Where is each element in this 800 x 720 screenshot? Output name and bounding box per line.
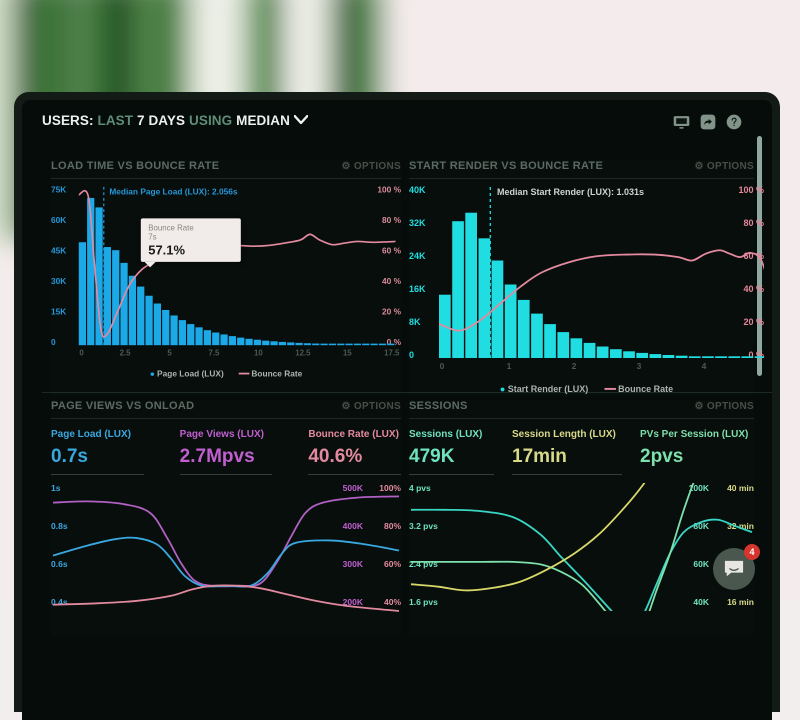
svg-text:Median Start Render (LUX): 1.0: Median Start Render (LUX): 1.031s <box>497 187 644 197</box>
svg-text:8K: 8K <box>409 317 421 327</box>
svg-text:2.4 pvs: 2.4 pvs <box>409 559 438 569</box>
svg-text:17.5: 17.5 <box>384 348 400 356</box>
svg-text:100 %: 100 % <box>377 185 401 194</box>
svg-text:400K: 400K <box>343 521 364 531</box>
svg-text:500K: 500K <box>343 483 364 493</box>
svg-text:30K: 30K <box>51 276 66 286</box>
svg-text:2.5: 2.5 <box>120 348 132 356</box>
svg-text:40K: 40K <box>409 185 426 195</box>
svg-text:12.5: 12.5 <box>295 348 311 356</box>
svg-text:80 %: 80 % <box>743 218 764 228</box>
svg-text:2: 2 <box>572 361 577 370</box>
svg-text:40 %: 40 % <box>382 276 401 286</box>
svg-text:Median Page Load (LUX): 2.056s: Median Page Load (LUX): 2.056s <box>109 186 238 196</box>
svg-text:0.8s: 0.8s <box>51 521 68 531</box>
svg-text:0: 0 <box>51 337 56 347</box>
svg-text:80%: 80% <box>384 521 401 531</box>
svg-text:1: 1 <box>507 361 512 370</box>
svg-text:0 %: 0 % <box>748 350 764 360</box>
svg-text:4: 4 <box>702 361 707 370</box>
svg-text:20 %: 20 % <box>382 307 401 317</box>
svg-text:32K: 32K <box>409 218 426 228</box>
svg-text:0: 0 <box>409 350 414 360</box>
svg-text:10: 10 <box>254 348 263 356</box>
svg-text:60 %: 60 % <box>382 246 401 256</box>
svg-text:3: 3 <box>637 361 642 370</box>
svg-text:1s: 1s <box>51 483 61 493</box>
svg-text:16 min: 16 min <box>727 597 754 607</box>
svg-text:24K: 24K <box>409 251 426 261</box>
svg-text:100 %: 100 % <box>738 185 764 195</box>
svg-text:40 min: 40 min <box>727 483 754 493</box>
svg-text:0.6s: 0.6s <box>51 559 68 569</box>
svg-text:32 min: 32 min <box>727 521 754 531</box>
svg-text:16K: 16K <box>409 284 426 294</box>
svg-text:20 %: 20 % <box>743 317 764 327</box>
svg-text:0: 0 <box>79 348 84 356</box>
svg-text:0 %: 0 % <box>387 337 401 347</box>
svg-text:60K: 60K <box>51 215 66 225</box>
svg-text:1.6 pvs: 1.6 pvs <box>409 597 438 607</box>
svg-text:40K: 40K <box>693 597 709 607</box>
svg-text:75K: 75K <box>51 185 66 194</box>
svg-text:15K: 15K <box>51 307 66 317</box>
svg-text:300K: 300K <box>343 559 364 569</box>
svg-text:60K: 60K <box>693 559 709 569</box>
svg-text:100%: 100% <box>379 483 401 493</box>
svg-text:45K: 45K <box>51 246 66 256</box>
svg-text:15: 15 <box>343 348 352 356</box>
svg-text:5: 5 <box>167 348 172 356</box>
svg-text:60%: 60% <box>384 559 401 569</box>
svg-text:40%: 40% <box>384 597 401 607</box>
svg-text:7.5: 7.5 <box>209 348 221 356</box>
svg-text:80 %: 80 % <box>382 215 401 225</box>
svg-text:0: 0 <box>440 361 445 370</box>
svg-text:4 pvs: 4 pvs <box>409 483 431 493</box>
svg-text:40 %: 40 % <box>743 284 764 294</box>
svg-text:3.2 pvs: 3.2 pvs <box>409 521 438 531</box>
